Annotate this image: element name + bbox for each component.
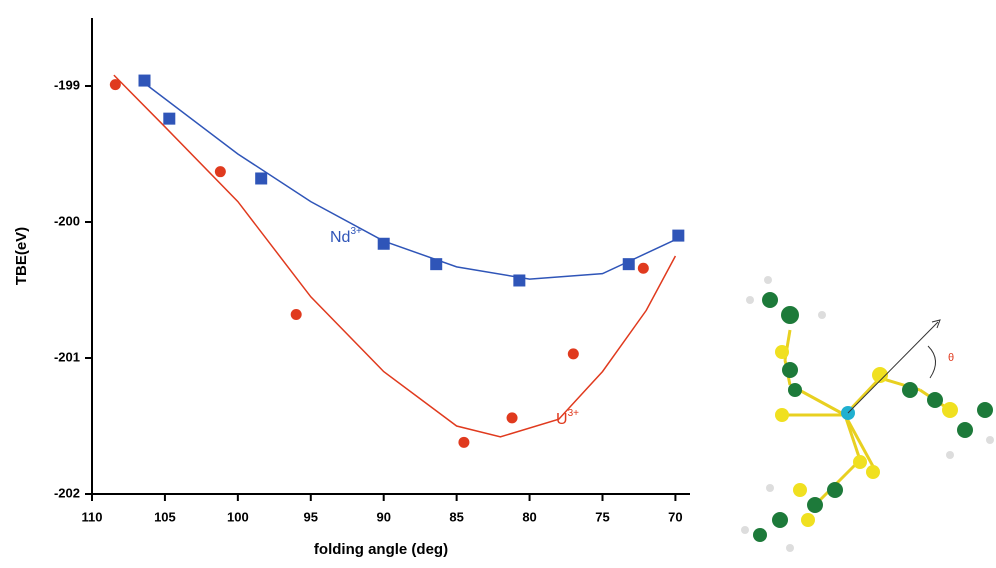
- point: [291, 309, 302, 320]
- molecule: θ: [741, 276, 994, 552]
- y-axis-title: TBE(eV): [13, 227, 30, 285]
- point: [513, 274, 525, 286]
- curve-label-name: U: [556, 411, 568, 428]
- x-axis-title: folding angle (deg): [314, 541, 448, 558]
- point: [568, 348, 579, 359]
- x-tick-label: 75: [595, 509, 609, 524]
- curve-label: Nd3+: [330, 226, 362, 247]
- point: [638, 263, 649, 274]
- y-tick-label: -202: [54, 485, 80, 500]
- point: [507, 412, 518, 423]
- fit-curve: [114, 75, 676, 437]
- curve-label-charge: 3+: [568, 408, 580, 419]
- fit-curve: [145, 83, 679, 279]
- x-tick-label: 70: [668, 509, 682, 524]
- x-tick-label: 105: [154, 509, 176, 524]
- curve-label: U3+: [556, 408, 579, 429]
- point: [458, 437, 469, 448]
- y-tick-label: -201: [54, 349, 80, 364]
- point: [623, 258, 635, 270]
- point: [378, 238, 390, 250]
- x-tick-label: 90: [376, 509, 390, 524]
- curve-label-charge: 3+: [350, 226, 362, 237]
- point: [110, 79, 121, 90]
- angle-label: θ: [948, 352, 954, 364]
- chart: θ 110 105 100 95 90 85 80 75 70 -202 -201 -200 -199 f…: [0, 0, 996, 563]
- x-tick-label: 95: [304, 509, 318, 524]
- y-tick-label: -200: [54, 213, 80, 228]
- x-tick-label: 85: [449, 509, 463, 524]
- x-tick-label: 110: [82, 509, 103, 524]
- x-tick-label: 80: [522, 509, 536, 524]
- point: [255, 172, 267, 184]
- point: [430, 258, 442, 270]
- point: [139, 75, 151, 87]
- point: [215, 166, 226, 177]
- point: [672, 230, 684, 242]
- curve-label-name: Nd: [330, 229, 350, 246]
- point: [163, 113, 175, 125]
- x-tick-label: 100: [227, 509, 249, 524]
- y-tick-label: -199: [54, 77, 80, 92]
